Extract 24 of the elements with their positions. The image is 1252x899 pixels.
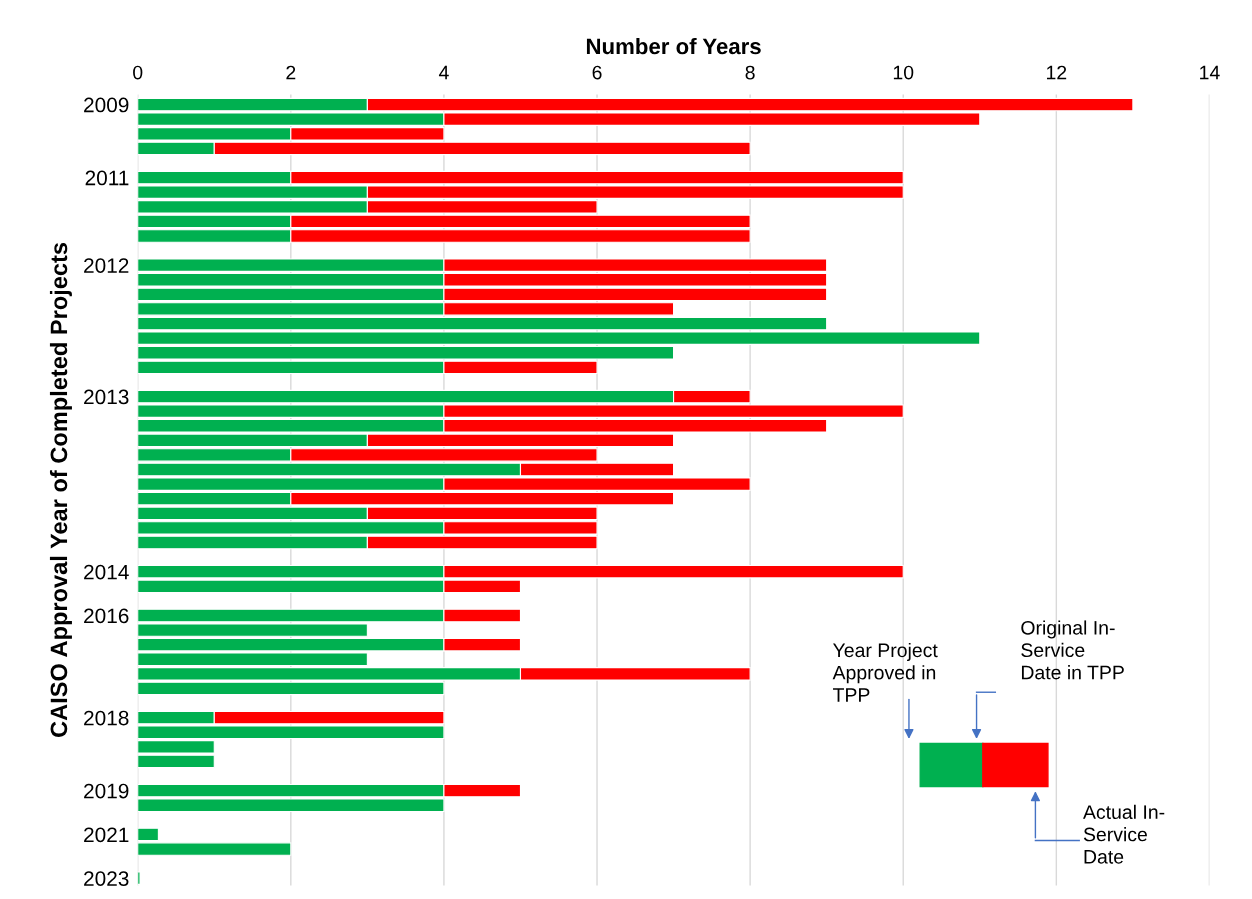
annotation: Original In- Service Date in TPP xyxy=(1021,620,1124,680)
y-tick-label: 2014 xyxy=(84,564,129,580)
x-tick-label: 12 xyxy=(1047,65,1067,80)
x-tick-label: 14 xyxy=(1200,65,1220,80)
x-tick-label: 2 xyxy=(286,65,296,80)
x-tick-label: 10 xyxy=(893,65,914,80)
y-tick-label: 2023 xyxy=(84,871,129,886)
x-tick-label: 8 xyxy=(745,65,755,80)
annotation: Year Project Approved in TPP xyxy=(832,642,938,702)
y-tick-label: 2021 xyxy=(84,827,129,843)
annotation: Actual In- Service Date xyxy=(1083,804,1165,864)
bar xyxy=(137,871,141,885)
y-tick-label: 2016 xyxy=(84,608,129,624)
y-tick-label: 2019 xyxy=(84,783,129,799)
y-tick-label: 2018 xyxy=(84,710,129,726)
x-tick-label: 6 xyxy=(592,65,602,80)
y-axis-title: CAISO Approval Year of Completed Projects xyxy=(49,242,72,737)
y-tick-label: 2013 xyxy=(84,389,129,405)
x-axis-title: Number of Years xyxy=(586,37,761,55)
y-tick-label: 2009 xyxy=(84,97,129,113)
y-tick-label: 2011 xyxy=(85,170,129,186)
y-tick-label: 2012 xyxy=(84,258,129,273)
x-tick-label: 4 xyxy=(438,65,449,80)
x-tick-label: 0 xyxy=(133,65,143,80)
